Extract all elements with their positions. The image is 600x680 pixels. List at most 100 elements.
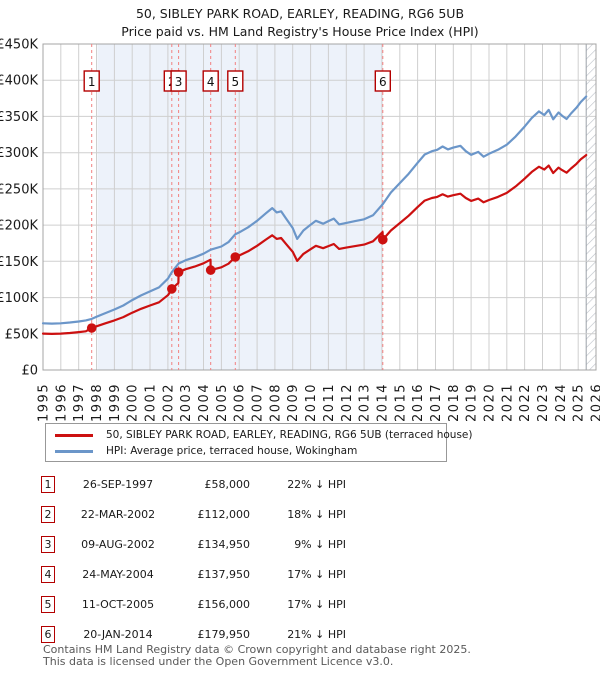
sale-price: £112,000 bbox=[197, 507, 251, 521]
svg-text:2001: 2001 bbox=[144, 383, 159, 422]
legend-item-property: 50, SIBLEY PARK ROAD, EARLEY, READING, R… bbox=[55, 427, 472, 443]
sale-dashed-lines bbox=[91, 44, 384, 370]
sale-price: £156,000 bbox=[197, 597, 251, 611]
svg-text:£400K: £400K bbox=[0, 74, 38, 89]
table-row: 1 26-SEP-1997 £58,000 22% ↓ HPI bbox=[41, 474, 346, 494]
svg-text:2000: 2000 bbox=[126, 383, 141, 422]
sale-number-badge: 1 bbox=[41, 475, 55, 493]
svg-text:£350K: £350K bbox=[0, 110, 38, 125]
hpi-line-swatch bbox=[55, 449, 93, 453]
hpi-line bbox=[41, 95, 588, 325]
sale-number-badge: 5 bbox=[41, 595, 55, 613]
sale-date: 26-SEP-1997 bbox=[82, 477, 154, 491]
svg-text:2009: 2009 bbox=[286, 383, 301, 422]
sale-date: 22-MAR-2002 bbox=[80, 507, 156, 521]
ownership-shade bbox=[97, 44, 383, 370]
sale-label-boxes: 123456 bbox=[83, 70, 391, 92]
sale-vs-hpi: 21% ↓ HPI bbox=[287, 627, 346, 641]
footer-license-line2: This data is licensed under the Open Gov… bbox=[43, 654, 394, 668]
svg-text:£150K: £150K bbox=[0, 255, 38, 270]
sale-date: 11-OCT-2005 bbox=[81, 597, 155, 611]
svg-text:£300K: £300K bbox=[0, 146, 38, 161]
svg-text:6: 6 bbox=[379, 75, 387, 89]
sale-vs-hpi: 17% ↓ HPI bbox=[287, 597, 346, 611]
table-row: 6 20-JAN-2014 £179,950 21% ↓ HPI bbox=[41, 624, 346, 644]
svg-text:2017: 2017 bbox=[429, 383, 444, 422]
sale-number-badge: 4 bbox=[41, 565, 55, 583]
svg-text:1995: 1995 bbox=[37, 383, 52, 422]
price-history-chart: 123456£0£50K£100K£150K£200K£250K£300K£35… bbox=[0, 38, 600, 423]
table-row: 4 24-MAY-2004 £137,950 17% ↓ HPI bbox=[41, 564, 346, 584]
sale-dots bbox=[86, 234, 388, 333]
svg-text:£50K: £50K bbox=[5, 327, 39, 342]
x-axis-labels: 1995 1996 1997 1998 1999 2000 2001 2002 2003 2004… bbox=[37, 383, 600, 422]
table-row: 3 09-AUG-2002 £134,950 9% ↓ HPI bbox=[41, 534, 346, 554]
svg-text:4: 4 bbox=[207, 75, 215, 89]
sale-date: 09-AUG-2002 bbox=[81, 537, 155, 551]
svg-text:2014: 2014 bbox=[375, 383, 390, 422]
table-row: 5 11-OCT-2005 £156,000 17% ↓ HPI bbox=[41, 594, 346, 614]
svg-text:5: 5 bbox=[231, 75, 239, 89]
svg-text:2022: 2022 bbox=[518, 383, 533, 422]
property-price-line bbox=[41, 154, 588, 335]
svg-text:1: 1 bbox=[88, 75, 96, 89]
svg-text:2016: 2016 bbox=[411, 383, 426, 422]
table-row: 2 22-MAR-2002 £112,000 18% ↓ HPI bbox=[41, 504, 346, 524]
legend-item-hpi: HPI: Average price, terraced house, Woki… bbox=[55, 443, 446, 459]
svg-text:£450K: £450K bbox=[0, 38, 38, 53]
y-axis-labels: £0 £50K £100K £150K £200K £250K £300K £350K £400… bbox=[0, 38, 38, 379]
svg-text:2013: 2013 bbox=[358, 383, 373, 422]
svg-text:2015: 2015 bbox=[393, 383, 408, 422]
sale-vs-hpi: 9% ↓ HPI bbox=[294, 537, 346, 551]
svg-text:2020: 2020 bbox=[483, 383, 498, 422]
chart-legend: 50, SIBLEY PARK ROAD, EARLEY, READING, R… bbox=[45, 423, 472, 462]
svg-text:2026: 2026 bbox=[590, 383, 600, 422]
footer-license-line1: Contains HM Land Registry data © Crown c… bbox=[43, 643, 471, 656]
sale-date: 20-JAN-2014 bbox=[83, 627, 153, 641]
sale-number-badge: 6 bbox=[41, 625, 55, 643]
svg-text:2008: 2008 bbox=[268, 383, 283, 422]
svg-text:2007: 2007 bbox=[251, 383, 266, 422]
sale-number-badge: 3 bbox=[41, 535, 55, 553]
svg-text:2018: 2018 bbox=[447, 383, 462, 422]
svg-text:2021: 2021 bbox=[500, 383, 515, 422]
svg-text:1997: 1997 bbox=[72, 383, 87, 422]
legend-label-hpi: HPI: Average price, terraced house, Woki… bbox=[106, 445, 358, 457]
svg-text:1998: 1998 bbox=[90, 383, 105, 422]
svg-text:1999: 1999 bbox=[108, 383, 123, 422]
svg-text:1996: 1996 bbox=[54, 383, 69, 422]
svg-text:£100K: £100K bbox=[0, 291, 38, 306]
svg-text:2006: 2006 bbox=[233, 383, 248, 422]
sale-price: £134,950 bbox=[197, 537, 251, 551]
sale-vs-hpi: 22% ↓ HPI bbox=[287, 477, 346, 491]
svg-text:3: 3 bbox=[175, 75, 183, 89]
sale-vs-hpi: 18% ↓ HPI bbox=[287, 507, 346, 521]
svg-text:2004: 2004 bbox=[197, 383, 212, 422]
chart-subtitle: Price paid vs. HM Land Registry's House … bbox=[121, 24, 479, 39]
sales-table: 1 26-SEP-1997 £58,000 22% ↓ HPI 2 22-MAR… bbox=[41, 474, 346, 654]
sale-number-badge: 2 bbox=[41, 505, 55, 523]
svg-text:2003: 2003 bbox=[179, 383, 194, 422]
sale-price: £179,950 bbox=[197, 627, 251, 641]
svg-text:£0: £0 bbox=[21, 364, 38, 379]
svg-text:2019: 2019 bbox=[465, 383, 480, 422]
sale-price: £137,950 bbox=[197, 567, 251, 581]
chart-title: 50, SIBLEY PARK ROAD, EARLEY, READING, R… bbox=[135, 6, 465, 21]
legend-label-property: 50, SIBLEY PARK ROAD, EARLEY, READING, R… bbox=[106, 429, 473, 441]
svg-text:2010: 2010 bbox=[304, 383, 319, 422]
svg-text:2005: 2005 bbox=[215, 383, 230, 422]
sale-vs-hpi: 17% ↓ HPI bbox=[287, 567, 346, 581]
svg-text:2011: 2011 bbox=[322, 383, 337, 422]
sale-date: 24-MAY-2004 bbox=[82, 567, 154, 581]
svg-text:2012: 2012 bbox=[340, 383, 355, 422]
property-line-swatch bbox=[55, 433, 93, 437]
svg-text:£250K: £250K bbox=[0, 182, 38, 197]
svg-text:2023: 2023 bbox=[536, 383, 551, 422]
future-hatch bbox=[586, 44, 596, 370]
svg-text:£200K: £200K bbox=[0, 219, 38, 234]
plot-border bbox=[42, 43, 597, 371]
sale-price: £58,000 bbox=[204, 477, 251, 491]
svg-text:2025: 2025 bbox=[572, 383, 587, 422]
svg-text:2002: 2002 bbox=[161, 383, 176, 422]
